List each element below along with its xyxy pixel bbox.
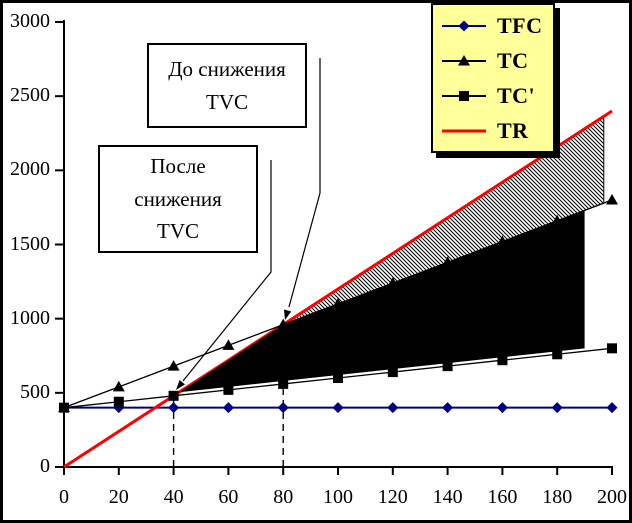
annotation-text-line: TVC — [206, 89, 248, 114]
y-tick-label: 2500 — [10, 84, 50, 107]
marker-square — [442, 361, 453, 372]
marker-square — [387, 367, 398, 378]
marker-triangle — [551, 214, 564, 226]
marker-diamond — [606, 402, 618, 414]
marker-diamond — [387, 402, 399, 414]
region-profit-gain-black — [179, 210, 585, 393]
leader-arrowhead-icon — [176, 380, 185, 390]
marker-triangle — [332, 297, 344, 309]
marker-square — [552, 349, 563, 360]
marker-triangle — [222, 339, 235, 350]
x-tick-label: 20 — [108, 486, 129, 508]
marker-triangle — [496, 235, 509, 247]
y-tick-label: 3000 — [10, 10, 50, 32]
y-tick-label: 500 — [20, 380, 50, 403]
leader-line-before — [288, 58, 321, 308]
marker-triangle — [167, 360, 180, 371]
legend-triangle-icon — [458, 54, 470, 65]
marker-square — [333, 373, 343, 383]
x-tick-label: 60 — [218, 486, 239, 508]
marker-triangle — [277, 318, 290, 330]
series-line-TR — [63, 109, 613, 469]
annotation-text-line: TVC — [157, 219, 199, 244]
marker-diamond — [168, 402, 180, 414]
x-tick-label: 80 — [273, 486, 294, 508]
legend-sample-tc-triangle-icon — [442, 54, 486, 65]
marker-square — [607, 343, 617, 354]
marker-diamond — [277, 402, 289, 414]
annotation-box-after-tvc-reduction: После снижения TVC — [98, 145, 258, 253]
marker-square — [59, 402, 69, 413]
legend-label-tfc: TFC — [497, 12, 543, 38]
marker-triangle — [112, 380, 125, 392]
x-tick-label: 100 — [323, 486, 353, 508]
legend: TFC TC TC' TR — [431, 3, 555, 153]
marker-diamond — [222, 402, 234, 414]
legend-item-tr: TR — [440, 114, 553, 147]
marker-diamond — [551, 402, 563, 414]
x-tick-label: 200 — [597, 486, 627, 508]
legend-item-tc: TC — [440, 44, 553, 77]
marker-square — [168, 390, 179, 401]
legend-label-tc: TC — [497, 47, 529, 73]
x-tick-label: 0 — [59, 486, 69, 508]
annotation-text-line: После — [150, 154, 206, 179]
legend-item-tfc: TFC — [440, 9, 553, 42]
legend-sample-tr-line-icon — [442, 129, 486, 132]
x-tick-label: 160 — [487, 486, 518, 508]
x-tick-label: 40 — [163, 486, 184, 508]
x-tick-label: 140 — [432, 486, 463, 508]
y-tick-label: 0 — [40, 455, 50, 477]
marker-triangle — [441, 256, 454, 267]
leader-arrowhead-icon — [284, 309, 292, 320]
legend-label-tr: TR — [497, 117, 529, 143]
leader-line-after — [182, 160, 272, 382]
annotation-box-before-tvc-reduction: До снижения TVC — [147, 43, 307, 128]
legend-square-icon — [459, 90, 469, 101]
marker-square — [113, 396, 124, 407]
marker-triangle — [386, 277, 399, 288]
marker-triangle — [606, 194, 618, 205]
y-tick-label: 1500 — [10, 232, 50, 255]
marker-diamond — [442, 402, 454, 414]
x-tick-label: 120 — [377, 486, 408, 508]
legend-sample-tc-prime-square-icon — [442, 90, 486, 101]
legend-diamond-icon — [458, 20, 470, 31]
y-tick-label: 1000 — [10, 306, 50, 329]
annotation-text-line: До снижения — [168, 56, 286, 81]
marker-square — [278, 378, 289, 389]
legend-item-tc-prime: TC' — [440, 79, 553, 112]
legend-label-tc-prime: TC' — [497, 82, 536, 108]
marker-square — [223, 384, 234, 395]
y-tick-label: 2000 — [10, 158, 50, 181]
marker-square — [497, 355, 508, 366]
legend-sample-tfc-diamond-icon — [442, 20, 486, 31]
annotation-text-line: снижения — [134, 186, 222, 211]
marker-diamond — [332, 402, 344, 414]
x-tick-label: 180 — [542, 486, 573, 508]
marker-diamond — [496, 402, 508, 414]
